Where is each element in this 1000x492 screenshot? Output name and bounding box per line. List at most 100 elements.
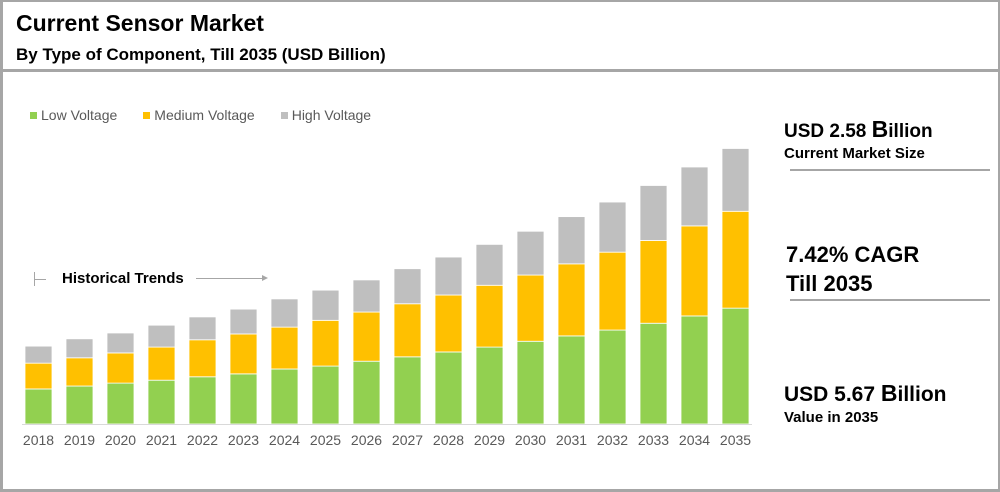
kpi-current-suffix: illion bbox=[888, 121, 933, 142]
bar-segment-medium-voltage-2027 bbox=[393, 303, 422, 358]
bar-segment-medium-voltage-2023 bbox=[229, 333, 258, 375]
chart-subtitle: By Type of Component, Till 2035 (USD Bil… bbox=[16, 45, 386, 64]
historical-trends-annotation: Historical Trends bbox=[34, 270, 268, 287]
bar-segment-medium-voltage-2018 bbox=[24, 362, 53, 390]
bar-segment-high-voltage-2027 bbox=[393, 268, 422, 305]
legend-swatch-low bbox=[30, 111, 37, 119]
bar-segment-medium-voltage-2028 bbox=[434, 294, 463, 353]
x-tick-label: 2027 bbox=[392, 432, 423, 448]
legend-label: Medium Voltage bbox=[154, 107, 255, 123]
x-tick-label: 2018 bbox=[23, 432, 54, 448]
x-tick-label: 2028 bbox=[433, 432, 464, 448]
x-tick-label: 2035 bbox=[720, 432, 751, 448]
x-tick-label: 2032 bbox=[597, 432, 628, 448]
bar-segment-high-voltage-2022 bbox=[188, 316, 217, 341]
x-tick-label: 2034 bbox=[679, 432, 710, 448]
bar-segment-low-voltage-2035 bbox=[721, 307, 750, 425]
header: Current Sensor Market By Type of Compone… bbox=[3, 2, 998, 72]
x-tick-label: 2023 bbox=[228, 432, 259, 448]
bar-segment-low-voltage-2025 bbox=[311, 365, 340, 425]
separator bbox=[790, 299, 990, 301]
bar-segment-high-voltage-2031 bbox=[557, 216, 586, 265]
kpi-future-prefix: USD 5.67 bbox=[784, 383, 881, 406]
kpi-current-prefix: USD 2.58 bbox=[784, 121, 872, 142]
bar-segment-high-voltage-2029 bbox=[475, 243, 504, 286]
bar-segment-low-voltage-2030 bbox=[516, 340, 545, 425]
bar-segment-medium-voltage-2035 bbox=[721, 210, 750, 309]
legend-item-low-voltage: Low Voltage bbox=[30, 107, 117, 123]
kpi-current-caption: Current Market Size bbox=[784, 145, 925, 162]
kpi-future-cap: B bbox=[880, 380, 898, 406]
historical-trends-label: Historical Trends bbox=[62, 270, 184, 287]
bar-segment-low-voltage-2020 bbox=[106, 382, 135, 425]
legend: Low Voltage Medium Voltage High Voltage bbox=[30, 107, 371, 123]
bar-segment-high-voltage-2018 bbox=[24, 345, 53, 364]
bar-segment-high-voltage-2020 bbox=[106, 332, 135, 354]
bar-segment-high-voltage-2023 bbox=[229, 308, 258, 335]
legend-swatch-medium bbox=[143, 111, 151, 119]
bar-segment-medium-voltage-2021 bbox=[147, 346, 176, 381]
bar-segment-medium-voltage-2020 bbox=[106, 352, 135, 384]
legend-swatch-high bbox=[280, 111, 288, 119]
x-tick-label: 2030 bbox=[515, 432, 546, 448]
bar-segment-high-voltage-2030 bbox=[516, 230, 545, 276]
bar-segment-low-voltage-2029 bbox=[475, 346, 504, 425]
x-tick-label: 2019 bbox=[64, 432, 95, 448]
legend-label: High Voltage bbox=[291, 107, 372, 123]
legend-item-high-voltage: High Voltage bbox=[280, 107, 372, 123]
x-tick-label: 2020 bbox=[105, 432, 136, 448]
bar-segment-medium-voltage-2029 bbox=[475, 284, 504, 348]
bar-segment-high-voltage-2025 bbox=[311, 289, 340, 321]
kpi-future-caption: Value in 2035 bbox=[784, 409, 879, 426]
bar-segment-medium-voltage-2033 bbox=[639, 240, 668, 324]
bar-segment-low-voltage-2031 bbox=[557, 335, 586, 425]
bar-segment-medium-voltage-2031 bbox=[557, 263, 586, 337]
bar-segment-high-voltage-2028 bbox=[434, 256, 463, 296]
x-tick-label: 2033 bbox=[638, 432, 669, 448]
bar-segment-medium-voltage-2022 bbox=[188, 339, 217, 378]
arrow-right-icon bbox=[195, 275, 268, 281]
chart-title: Current Sensor Market bbox=[16, 10, 264, 36]
kpi-current-market-size: USD 2.58 Billion Current Market Size bbox=[784, 116, 933, 162]
legend-item-medium-voltage: Medium Voltage bbox=[143, 107, 255, 123]
x-tick-label: 2031 bbox=[556, 432, 587, 448]
x-tick-label: 2026 bbox=[351, 432, 382, 448]
x-tick-label: 2029 bbox=[474, 432, 505, 448]
kpi-cagr-line1: 7.42% CAGR bbox=[786, 242, 920, 267]
kpi-cagr-line2: Till 2035 bbox=[786, 271, 873, 296]
legend-label: Low Voltage bbox=[41, 107, 118, 123]
bar-segment-low-voltage-2026 bbox=[352, 360, 381, 425]
kpi-future-suffix: illion bbox=[897, 383, 947, 406]
bar-segment-medium-voltage-2024 bbox=[270, 326, 299, 370]
bracket-start-icon bbox=[34, 271, 46, 286]
bar-segment-low-voltage-2021 bbox=[147, 379, 176, 425]
bars-group bbox=[24, 148, 750, 425]
bar-segment-low-voltage-2024 bbox=[270, 368, 299, 425]
x-tick-label: 2025 bbox=[310, 432, 341, 448]
kpi-current-cap: B bbox=[871, 116, 889, 142]
bar-segment-high-voltage-2032 bbox=[598, 201, 627, 253]
bar-segment-low-voltage-2019 bbox=[65, 385, 94, 425]
bar-segment-low-voltage-2028 bbox=[434, 351, 463, 425]
kpi-value-2035: USD 5.67 Billion Value in 2035 bbox=[784, 380, 947, 426]
bar-segment-medium-voltage-2019 bbox=[65, 357, 94, 387]
bar-segment-high-voltage-2019 bbox=[65, 338, 94, 359]
bar-segment-medium-voltage-2032 bbox=[598, 251, 627, 331]
bar-segment-high-voltage-2024 bbox=[270, 298, 299, 328]
x-tick-labels: 2018 2019 2020 2021 2022 2023 2024 2025 2026 2027… bbox=[23, 432, 751, 448]
bar-segment-high-voltage-2035 bbox=[721, 148, 750, 212]
bar-segment-medium-voltage-2026 bbox=[352, 311, 381, 362]
bar-segment-low-voltage-2018 bbox=[24, 388, 53, 425]
bar-segment-high-voltage-2033 bbox=[639, 185, 668, 241]
bar-segment-low-voltage-2022 bbox=[188, 376, 217, 425]
bar-segment-low-voltage-2034 bbox=[680, 315, 709, 425]
bar-segment-medium-voltage-2030 bbox=[516, 274, 545, 342]
x-tick-label: 2024 bbox=[269, 432, 300, 448]
bar-segment-high-voltage-2034 bbox=[680, 166, 709, 227]
bar-segment-medium-voltage-2025 bbox=[311, 319, 340, 367]
bar-segment-low-voltage-2027 bbox=[393, 356, 422, 425]
bar-segment-high-voltage-2021 bbox=[147, 324, 176, 348]
bar-segment-low-voltage-2023 bbox=[229, 373, 258, 425]
